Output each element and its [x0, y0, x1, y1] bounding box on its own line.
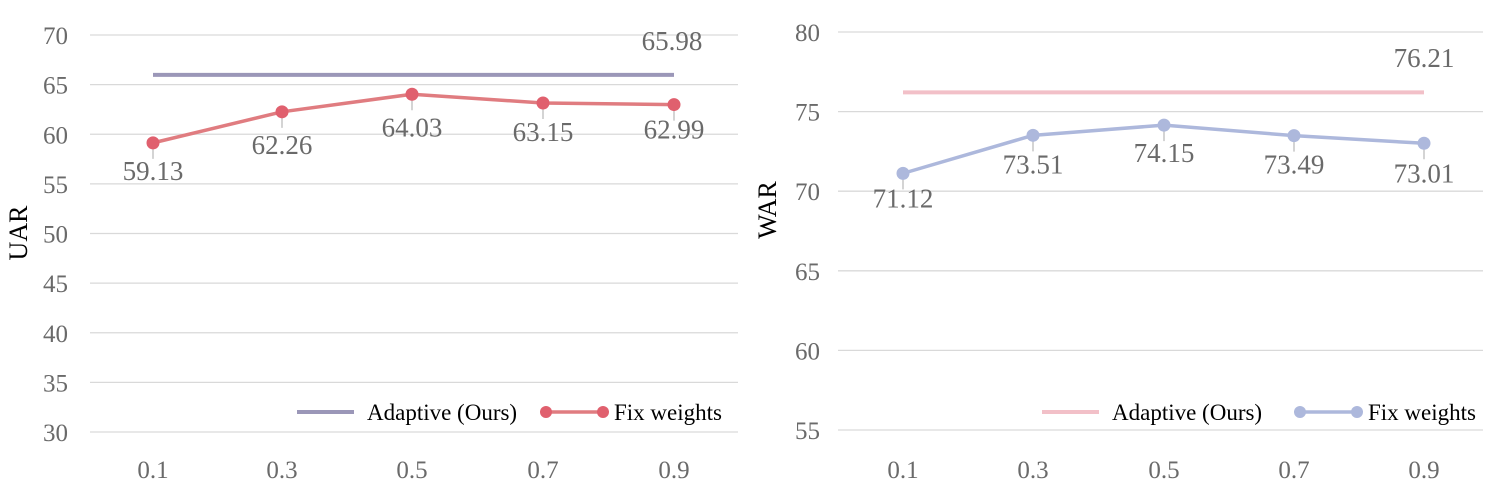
- y-tick-label: 50: [43, 222, 68, 249]
- legend-label-adaptive: Adaptive (Ours): [1112, 400, 1262, 425]
- data-point-marker: [405, 87, 419, 101]
- y-tick-label: 55: [43, 172, 68, 199]
- y-tick-label: 35: [43, 370, 68, 397]
- x-tick-label: 0.5: [396, 457, 427, 484]
- data-point-marker: [1157, 118, 1171, 132]
- data-point-marker: [896, 166, 910, 180]
- legend-label-fix-weights: Fix weights: [614, 400, 722, 425]
- data-point-marker: [1026, 128, 1040, 142]
- data-label-fix-weights: 62.26: [252, 130, 313, 160]
- data-label-fix-weights: 59.13: [123, 156, 184, 186]
- y-tick-label: 55: [795, 418, 820, 445]
- data-label-fix-weights: 73.49: [1264, 150, 1325, 180]
- data-label-adaptive: 65.98: [642, 26, 703, 56]
- data-label-fix-weights: 63.15: [513, 117, 574, 147]
- x-tick-label: 0.9: [658, 457, 689, 484]
- x-tick-label: 0.7: [527, 457, 558, 484]
- y-tick-label: 65: [43, 73, 68, 100]
- x-tick-label: 0.1: [887, 457, 918, 484]
- y-tick-label: 70: [43, 23, 68, 50]
- x-tick-label: 0.5: [1148, 457, 1179, 484]
- x-tick-label: 0.9: [1408, 457, 1439, 484]
- data-label-fix-weights: 62.99: [644, 115, 705, 145]
- data-label-fix-weights: 64.03: [382, 112, 443, 142]
- x-tick-label: 0.3: [1017, 457, 1048, 484]
- y-axis-label: UAR: [4, 205, 33, 261]
- legend-label-fix-weights: Fix weights: [1368, 400, 1476, 425]
- data-label-fix-weights: 74.15: [1134, 138, 1195, 168]
- x-tick-label: 0.3: [266, 457, 297, 484]
- data-point-marker: [1417, 136, 1431, 150]
- y-tick-label: 65: [795, 259, 820, 286]
- legend-marker-fix-weights: [1294, 406, 1306, 418]
- y-tick-label: 60: [43, 122, 68, 149]
- war-chart-panel: 55 60 65 70 75 80 0.1 0.3 0.5 0.7 0.9 WAR 76.21 71.12…: [753, 20, 1483, 484]
- data-label-fix-weights: 71.12: [873, 183, 934, 213]
- data-point-marker: [275, 105, 289, 119]
- y-tick-label: 30: [43, 420, 68, 447]
- y-tick-label: 80: [795, 20, 820, 47]
- data-point-marker: [667, 98, 681, 112]
- data-label-fix-weights: 73.51: [1003, 149, 1064, 179]
- y-tick-label: 45: [43, 271, 68, 298]
- uar-chart-panel: 30 35 40 45 50 55 60 65 70 0.1 0.3 0.5 0.7 0.9 UAR 65.9…: [4, 23, 738, 484]
- legend-marker-fix-weights: [1351, 406, 1363, 418]
- x-tick-label: 0.7: [1278, 457, 1309, 484]
- data-point-marker: [146, 136, 160, 150]
- legend-marker-fix-weights: [597, 406, 609, 418]
- y-axis-label: WAR: [753, 180, 782, 238]
- y-tick-label: 70: [795, 179, 820, 206]
- data-point-marker: [536, 96, 550, 110]
- data-label-fix-weights: 73.01: [1394, 158, 1455, 188]
- x-tick-label: 0.1: [137, 457, 168, 484]
- data-point-marker: [1287, 129, 1301, 143]
- data-label-adaptive: 76.21: [1394, 43, 1455, 73]
- y-tick-label: 60: [795, 338, 820, 365]
- legend-marker-fix-weights: [540, 406, 552, 418]
- y-tick-label: 40: [43, 321, 68, 348]
- legend-label-adaptive: Adaptive (Ours): [367, 400, 517, 425]
- y-tick-label: 75: [795, 100, 820, 127]
